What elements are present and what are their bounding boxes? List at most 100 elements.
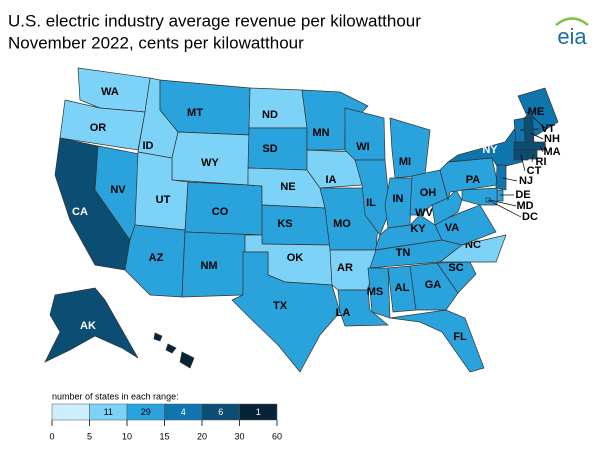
state (517, 87, 559, 137)
leader-line (489, 199, 517, 207)
state-label: WA (101, 86, 119, 98)
state-label: IN (393, 193, 404, 205)
state-label: GA (425, 279, 442, 291)
state (124, 224, 186, 298)
legend-box (239, 403, 278, 421)
state-label: RI (536, 156, 547, 168)
state-label: NM (200, 260, 217, 272)
state (523, 111, 535, 143)
state-label: KS (277, 218, 292, 230)
state-label: MI (399, 156, 411, 168)
legend-bound: 30 (234, 431, 244, 441)
state (409, 262, 459, 311)
leader-line (531, 154, 534, 163)
legend-count: 1 (256, 407, 261, 417)
state-label: AZ (149, 252, 164, 264)
state (261, 204, 331, 246)
legend-count: 4 (181, 407, 186, 417)
state-label: WI (356, 141, 369, 153)
legend-bound: 5 (87, 431, 92, 441)
state (171, 131, 250, 186)
state (153, 332, 163, 342)
legend-count: 11 (104, 407, 113, 417)
island (179, 351, 195, 369)
island (165, 343, 177, 354)
state-label: MN (312, 127, 329, 139)
state-label: MD (516, 200, 533, 212)
state-label: PA (466, 174, 481, 186)
state-label: KY (410, 223, 426, 235)
state-label: AR (337, 262, 353, 274)
state (389, 117, 431, 179)
state-label: NY (482, 144, 498, 156)
state-label: UT (156, 194, 171, 206)
state-label: CO (212, 206, 229, 218)
logo: eia (557, 24, 587, 49)
state-label: VT (541, 123, 555, 135)
state-label: DE (515, 189, 530, 201)
state (367, 267, 391, 319)
logo-arc (555, 17, 589, 26)
state (431, 189, 463, 226)
state-label: CT (527, 165, 542, 177)
state (231, 251, 341, 373)
state (44, 287, 139, 363)
subtitle: November 2022, cents per kilowatthour (8, 33, 304, 52)
legend-box (51, 403, 90, 421)
state-label: MT (187, 107, 203, 119)
state-label: IA (326, 174, 337, 186)
state (495, 164, 507, 191)
legend-bound: 0 (49, 431, 54, 441)
state-label: WV (415, 207, 433, 219)
state (461, 187, 498, 206)
state-label: MO (333, 218, 351, 230)
state-label: HI (171, 355, 182, 367)
legend-bound: 15 (159, 431, 169, 441)
state-label: WY (201, 157, 219, 169)
leader-line (529, 132, 544, 140)
legend-count: 6 (218, 407, 223, 417)
leader-line (487, 199, 522, 218)
state (438, 234, 507, 263)
state-label: LA (336, 307, 351, 319)
state-label: SC (448, 262, 463, 274)
state-label: MA (543, 146, 560, 158)
state (496, 189, 504, 202)
state-label: NJ (519, 175, 533, 187)
leader-line (502, 177, 518, 182)
state (159, 79, 251, 136)
state-label: OK (287, 252, 304, 264)
state-label: OR (90, 122, 107, 134)
state (337, 289, 389, 327)
state-label: VA (445, 222, 460, 234)
leader-line (520, 154, 526, 172)
state-label: DC (522, 211, 538, 223)
legend-title: number of states in each range: (52, 391, 179, 401)
legend-bound: 20 (197, 431, 207, 441)
state-label: SD (262, 143, 277, 155)
state (513, 141, 547, 151)
state-label: FL (453, 331, 467, 343)
state-label: OH (420, 187, 437, 199)
state-label: TX (273, 300, 288, 312)
state-label: NE (280, 181, 295, 193)
state-label: TN (396, 247, 411, 259)
title: U.S. electric industry average revenue p… (8, 11, 421, 30)
state-label: AK (80, 320, 96, 332)
state (527, 149, 538, 160)
state-label: AL (395, 282, 410, 294)
legend-bound: 60 (272, 431, 282, 441)
state-label: ID (143, 140, 154, 152)
state (389, 309, 485, 373)
state-label: MS (367, 286, 384, 298)
leader-line (539, 145, 544, 153)
state (248, 87, 308, 129)
state-label: CA (72, 206, 88, 218)
state-label: ND (262, 109, 278, 121)
state-label: IL (366, 197, 376, 209)
state-label: NH (544, 133, 560, 145)
legend-count: 29 (141, 407, 151, 417)
legend-bound: 10 (122, 431, 132, 441)
